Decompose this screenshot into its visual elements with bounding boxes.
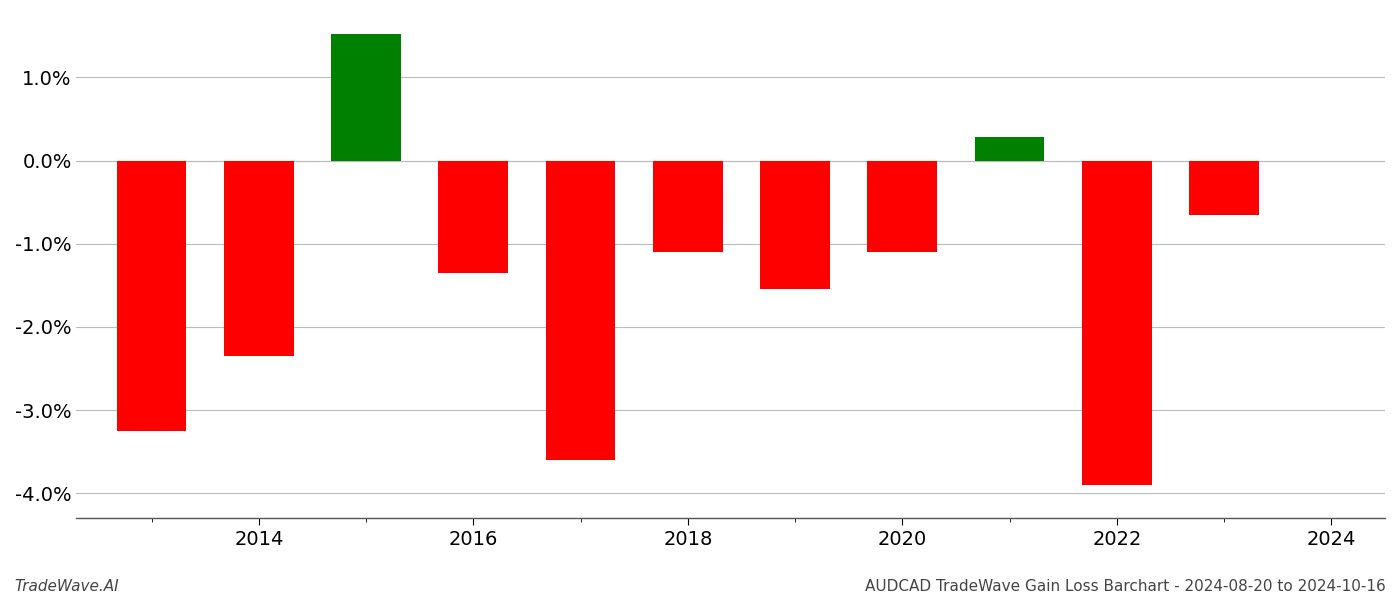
Bar: [760, 161, 830, 289]
Bar: [652, 161, 722, 252]
Bar: [116, 161, 186, 431]
Bar: [868, 161, 937, 252]
Text: TradeWave.AI: TradeWave.AI: [14, 579, 119, 594]
Bar: [332, 34, 400, 161]
Bar: [438, 161, 508, 273]
Bar: [224, 161, 294, 356]
Text: AUDCAD TradeWave Gain Loss Barchart - 2024-08-20 to 2024-10-16: AUDCAD TradeWave Gain Loss Barchart - 20…: [865, 579, 1386, 594]
Bar: [1189, 161, 1259, 215]
Bar: [546, 161, 616, 460]
Bar: [1082, 161, 1152, 485]
Bar: [974, 137, 1044, 161]
